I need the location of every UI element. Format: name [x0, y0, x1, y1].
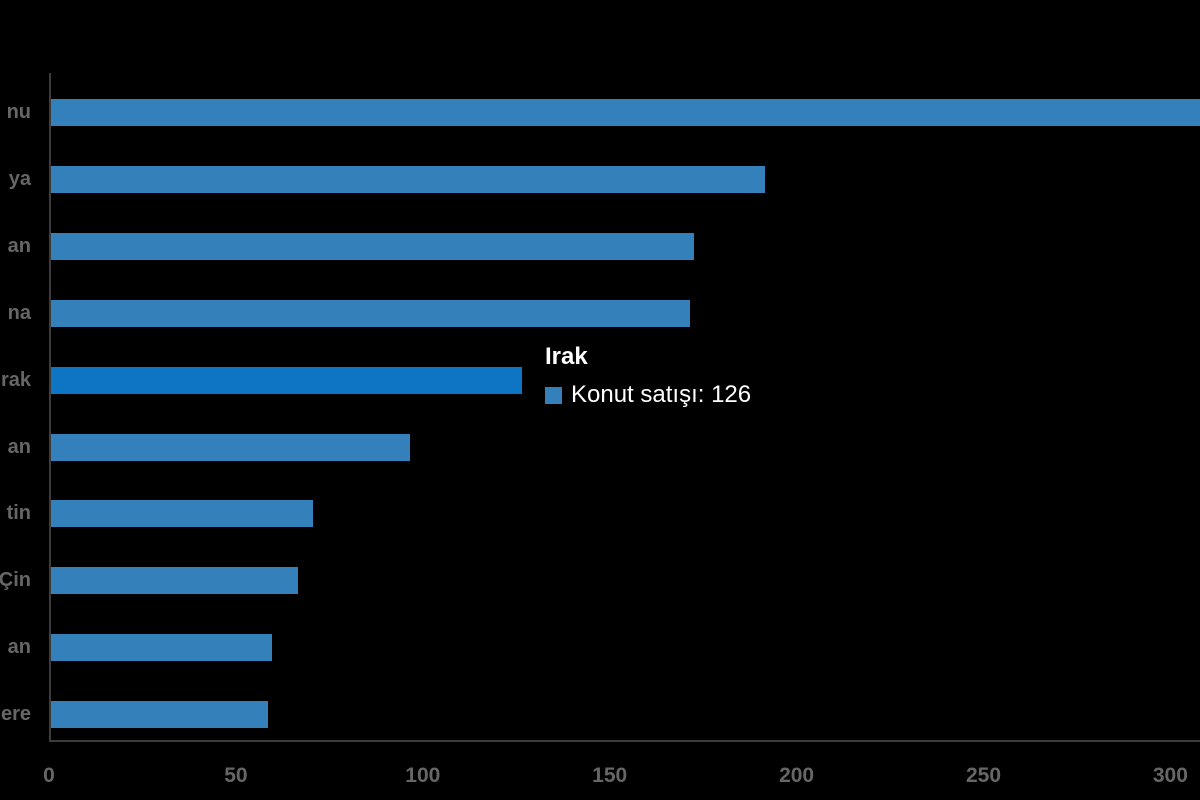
xaxis-tick-label-300: 300 — [1152, 764, 1188, 787]
tooltip-series-row: Konut satışı: 126 — [545, 381, 751, 409]
category-axis-labels: nu ya an na rak an tin Çin an ere — [0, 73, 31, 742]
bar-4[interactable] — [51, 366, 522, 394]
xaxis-tick-label-200: 200 — [779, 764, 815, 787]
category-label-2: an — [7, 234, 31, 257]
tooltip-title: Irak — [545, 343, 588, 370]
xaxis-tick-label-50: 50 — [224, 764, 248, 787]
category-label-5: an — [7, 435, 31, 458]
bar-7[interactable] — [51, 567, 298, 595]
category-label-3: na — [7, 301, 31, 324]
bar-5[interactable] — [51, 433, 410, 461]
category-label-4: rak — [0, 368, 31, 391]
category-label-1: ya — [8, 167, 31, 190]
value-axis-labels: 0 50 100 150 200 250 300 — [0, 764, 1200, 790]
bar-6[interactable] — [51, 500, 313, 528]
bar-9[interactable] — [51, 701, 268, 729]
plot-area — [49, 73, 1200, 742]
tooltip-text: Konut satışı: 126 — [571, 381, 752, 408]
xaxis-tick-label-0: 0 — [43, 764, 55, 787]
category-label-8: an — [7, 636, 31, 659]
bar-2[interactable] — [51, 232, 694, 260]
series-swatch-icon — [545, 386, 562, 404]
xaxis-tick-label-150: 150 — [592, 764, 628, 787]
tooltip: Irak Konut satışı: 126 — [545, 343, 751, 409]
category-label-9: ere — [0, 703, 31, 726]
bar-1[interactable] — [51, 165, 765, 193]
bar-8[interactable] — [51, 634, 272, 662]
category-label-0: nu — [6, 101, 31, 123]
bar-0[interactable] — [51, 99, 1200, 126]
xaxis-tick-label-100: 100 — [405, 764, 441, 787]
category-label-6: tin — [6, 502, 31, 525]
bar-3[interactable] — [51, 299, 690, 327]
xaxis-tick-label-250: 250 — [965, 764, 1002, 787]
category-label-7: Çin — [0, 569, 31, 592]
